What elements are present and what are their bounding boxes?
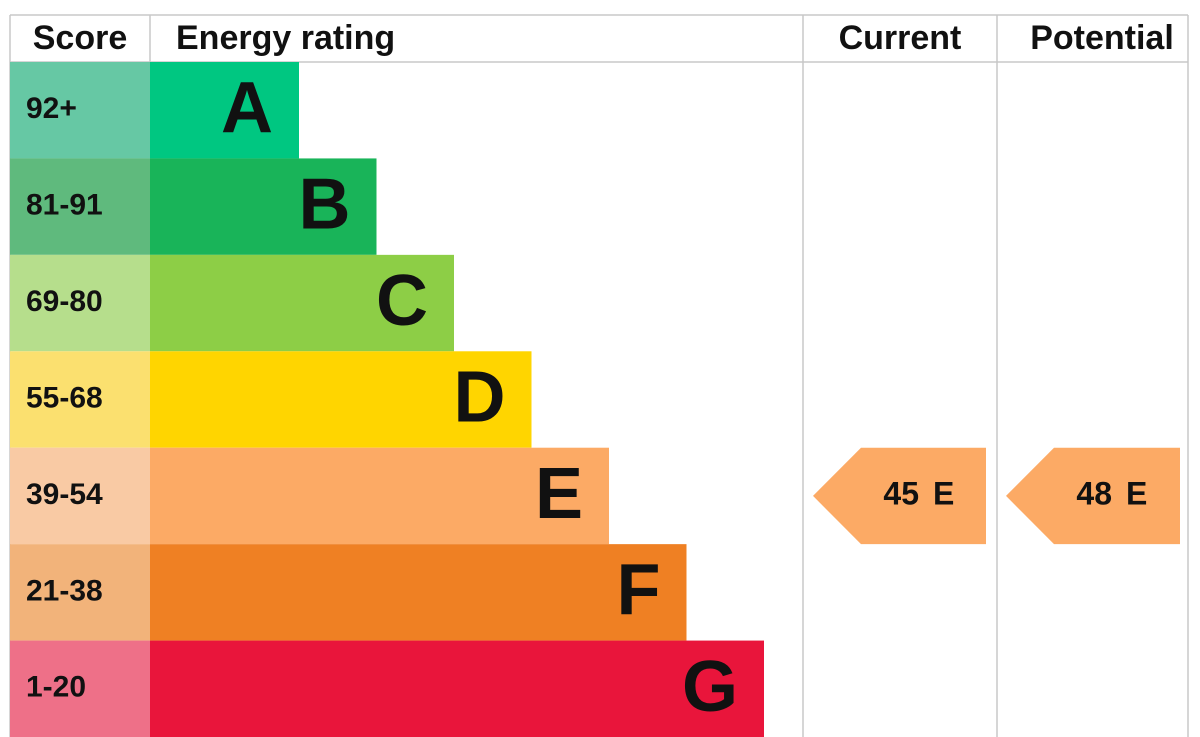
rating-bar — [150, 62, 299, 159]
header-potential: Potential — [1030, 19, 1174, 57]
rating-letter: E — [535, 454, 583, 534]
score-range: 69-80 — [26, 285, 103, 318]
header-score: Score — [33, 19, 128, 57]
rating-letter: F — [617, 550, 661, 630]
rating-bar — [150, 640, 764, 737]
rating-bar — [150, 544, 687, 641]
score-cell — [10, 62, 150, 159]
potential-value: 48 — [1076, 475, 1112, 511]
score-cell — [10, 351, 150, 448]
score-cell — [10, 640, 150, 737]
score-cell — [10, 544, 150, 641]
score-cell — [10, 254, 150, 352]
score-cell — [10, 447, 150, 545]
current-value: 45 — [883, 475, 919, 511]
score-cell — [10, 158, 150, 255]
score-range: 92+ — [26, 92, 77, 125]
rating-letter: D — [454, 358, 506, 438]
rating-bar — [150, 254, 454, 352]
score-range: 81-91 — [26, 189, 103, 222]
rating-letter: G — [682, 647, 738, 727]
score-range: 1-20 — [26, 671, 86, 704]
rating-letter: B — [299, 165, 351, 245]
potential-arrow — [1006, 447, 1180, 545]
rating-letter: A — [221, 68, 273, 148]
rating-bar — [150, 447, 609, 545]
header-rating: Energy rating — [176, 19, 395, 57]
current-rating: E — [933, 475, 954, 511]
potential-rating: E — [1126, 475, 1147, 511]
header-current: Current — [839, 19, 962, 57]
score-range: 55-68 — [26, 381, 103, 414]
score-range: 21-38 — [26, 574, 103, 607]
score-range: 39-54 — [26, 478, 103, 511]
rating-bar — [150, 158, 377, 255]
rating-bar — [150, 351, 532, 448]
rating-letter: C — [376, 261, 428, 341]
current-arrow — [813, 447, 986, 545]
